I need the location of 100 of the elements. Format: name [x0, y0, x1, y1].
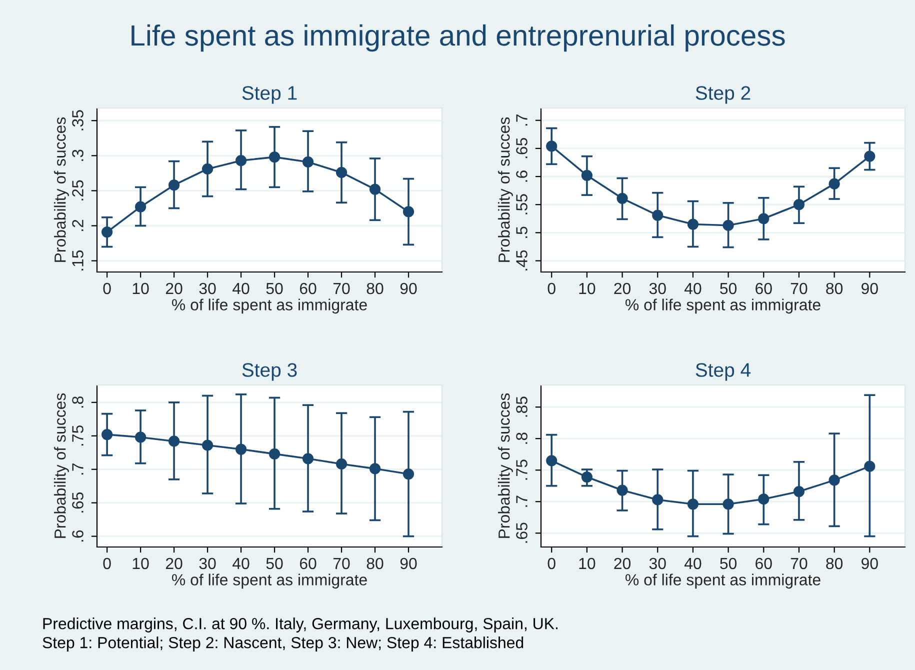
- x-tick-label: 0: [548, 558, 556, 570]
- point: [793, 486, 805, 498]
- point: [546, 455, 558, 466]
- y-tick-label: .25: [72, 180, 84, 200]
- y-tick-label: .55: [516, 194, 528, 214]
- x-tick-label: 10: [579, 282, 596, 294]
- point: [581, 471, 592, 483]
- point: [202, 440, 214, 451]
- y-tick-label: .6: [516, 170, 528, 182]
- chart-title: Step 4: [696, 363, 751, 381]
- point: [369, 463, 381, 474]
- x-axis-title: % of life spent as immigrate: [172, 574, 367, 589]
- point: [168, 180, 180, 191]
- point: [687, 498, 699, 510]
- x-tick-label: 70: [790, 558, 808, 570]
- y-tick-label: .65: [516, 522, 528, 543]
- x-tick-label: 60: [300, 558, 316, 570]
- point: [828, 178, 840, 190]
- y-tick-label: .7: [516, 114, 528, 126]
- x-tick-label: 30: [199, 558, 216, 570]
- y-tick-label: .6: [72, 530, 84, 542]
- point: [652, 494, 664, 506]
- y-tick-label: .75: [516, 460, 528, 480]
- x-tick-label: 60: [756, 558, 772, 570]
- point: [302, 453, 314, 464]
- x-tick-label: 70: [333, 558, 350, 570]
- x-tick-label: 20: [166, 282, 182, 294]
- point: [336, 166, 348, 178]
- point: [235, 444, 247, 455]
- point: [722, 220, 734, 231]
- x-tick-label: 90: [400, 282, 417, 294]
- x-tick-label: 80: [366, 282, 384, 294]
- point: [134, 432, 146, 443]
- y-tick-label: .3: [72, 150, 84, 161]
- y-tick-label: .7: [72, 463, 84, 475]
- x-axis-title: % of life spent as immigrate: [625, 298, 820, 314]
- y-tick-label: .2: [72, 220, 84, 231]
- point: [616, 484, 628, 496]
- y-axis-title: Probability of succes: [54, 117, 69, 262]
- x-tick-label: 30: [649, 282, 666, 294]
- x-tick-label: 50: [266, 558, 283, 570]
- x-tick-label: 60: [300, 282, 316, 294]
- y-tick-label: .5: [516, 226, 528, 238]
- x-tick-label: 0: [103, 282, 111, 294]
- point: [687, 218, 699, 230]
- chart-title: Step 1: [242, 86, 297, 104]
- x-tick-label: 40: [684, 558, 702, 570]
- y-tick-label: .15: [72, 250, 84, 270]
- x-tick-label: 50: [266, 282, 283, 294]
- point: [402, 206, 414, 218]
- point: [369, 184, 381, 195]
- x-tick-label: 30: [649, 558, 666, 570]
- point: [793, 199, 805, 210]
- x-tick-label: 70: [333, 282, 350, 294]
- y-tick-label: .65: [72, 492, 84, 512]
- point: [546, 140, 558, 152]
- x-tick-label: 90: [862, 558, 878, 570]
- x-tick-label: 30: [199, 282, 216, 294]
- point: [101, 226, 113, 238]
- x-axis-title: % of life spent as immigrate: [172, 298, 367, 314]
- x-tick-label: 80: [826, 282, 843, 294]
- y-tick-label: .7: [516, 496, 528, 507]
- x-tick-label: 60: [756, 282, 772, 294]
- x-tick-label: 20: [614, 558, 631, 570]
- point: [828, 474, 840, 486]
- x-tick-label: 40: [232, 558, 250, 570]
- x-tick-label: 50: [720, 282, 737, 294]
- y-axis-title: Probability of succes: [54, 393, 69, 538]
- x-tick-label: 20: [614, 282, 631, 294]
- point: [758, 494, 770, 505]
- point: [758, 213, 770, 224]
- x-tick-label: 0: [548, 282, 556, 294]
- x-tick-label: 80: [826, 558, 843, 570]
- point: [402, 468, 414, 480]
- point: [581, 170, 592, 181]
- y-tick-label: .8: [72, 396, 84, 408]
- point: [202, 163, 214, 175]
- y-tick-label: .45: [516, 250, 528, 270]
- y-tick-label: .75: [72, 425, 84, 446]
- x-tick-label: 10: [132, 282, 149, 294]
- point: [302, 156, 314, 168]
- point: [722, 498, 734, 510]
- point: [101, 428, 113, 440]
- x-tick-label: 90: [400, 558, 417, 570]
- y-axis-title: Probability of succes: [498, 393, 513, 538]
- x-axis-title: % of life spent as immigrate: [625, 574, 820, 589]
- point: [268, 448, 280, 460]
- x-tick-label: 40: [684, 282, 702, 294]
- point: [336, 458, 348, 470]
- chart-title: Step 3: [242, 363, 297, 381]
- point: [134, 201, 146, 212]
- point: [652, 210, 664, 221]
- y-tick-label: .35: [72, 110, 84, 130]
- point: [616, 192, 628, 204]
- point: [235, 155, 247, 166]
- x-tick-label: 70: [790, 282, 808, 294]
- point: [168, 436, 180, 447]
- y-axis-title: Probability of succes: [498, 117, 513, 262]
- chart-title: Step 2: [696, 86, 750, 104]
- x-tick-label: 0: [103, 558, 111, 570]
